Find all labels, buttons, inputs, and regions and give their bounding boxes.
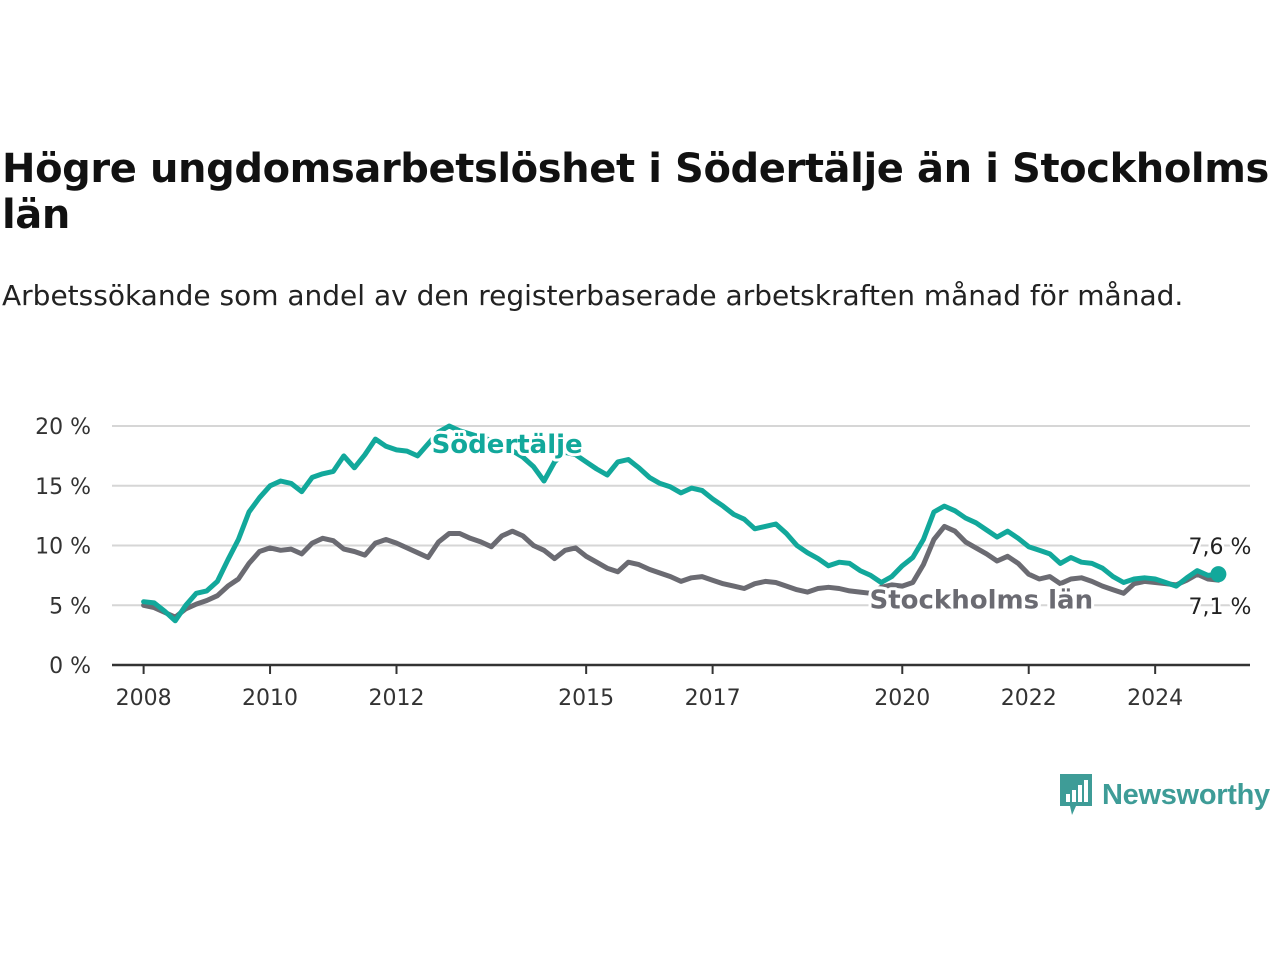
y-axis-tick-labels: 0 % 5 % 10 % 15 % 20 % [35,415,91,679]
end-point-s-dert-lje [1210,566,1227,583]
series-line-s-dert-lje [141,423,1221,624]
y-tick-label-10: 10 % [35,535,91,560]
newsworthy-brand: Newsworthy [1058,772,1270,818]
x-tick-label-2012: 2012 [369,686,425,711]
y-tick-label-5: 5 % [49,594,91,619]
series-label-stockholms-l-n: Stockholms län [870,585,1094,615]
newsworthy-logo-icon [1060,774,1092,815]
series-labels: Södertälje 7,6 % Stockholms län 7,1 % [429,427,1254,623]
end-value-label-stockholms-l-n: 7,1 % [1188,595,1251,620]
end-value-label-s-dert-lje: 7,6 % [1188,535,1251,560]
x-tick-label-2017: 2017 [685,686,741,711]
series-line-stockholms-l-n [141,523,1221,620]
y-gridlines [112,425,1250,607]
x-tick-label-2020: 2020 [874,686,930,711]
brand-name: Newsworthy [1102,778,1270,811]
line-chart: 0 %5 %10 %15 %20 % 2008 2010 2012 2015 2017 2… [35,415,1254,711]
y-tick-label-20: 20 % [35,415,91,440]
x-tick-label-2024: 2024 [1127,686,1183,711]
x-tick-label-2022: 2022 [1001,686,1057,711]
y-tick-label-0: 0 % [49,654,91,679]
x-tick-label-2015: 2015 [558,686,614,711]
series-lines [141,423,1221,624]
x-tick-label-2010: 2010 [242,686,298,711]
y-tick-label-15: 15 % [35,475,91,500]
x-tick-label-2008: 2008 [116,686,172,711]
chart-subtitle: Arbetssökande som andel av den registerb… [2,279,1184,312]
series-label-s-dert-lje: Södertälje [432,430,583,460]
x-axis: 2008 2010 2012 2015 2017 2020 2022 2024 [112,663,1250,711]
chart-title: Högre ungdomsarbetslöshet i Södertälje ä… [2,146,1269,238]
